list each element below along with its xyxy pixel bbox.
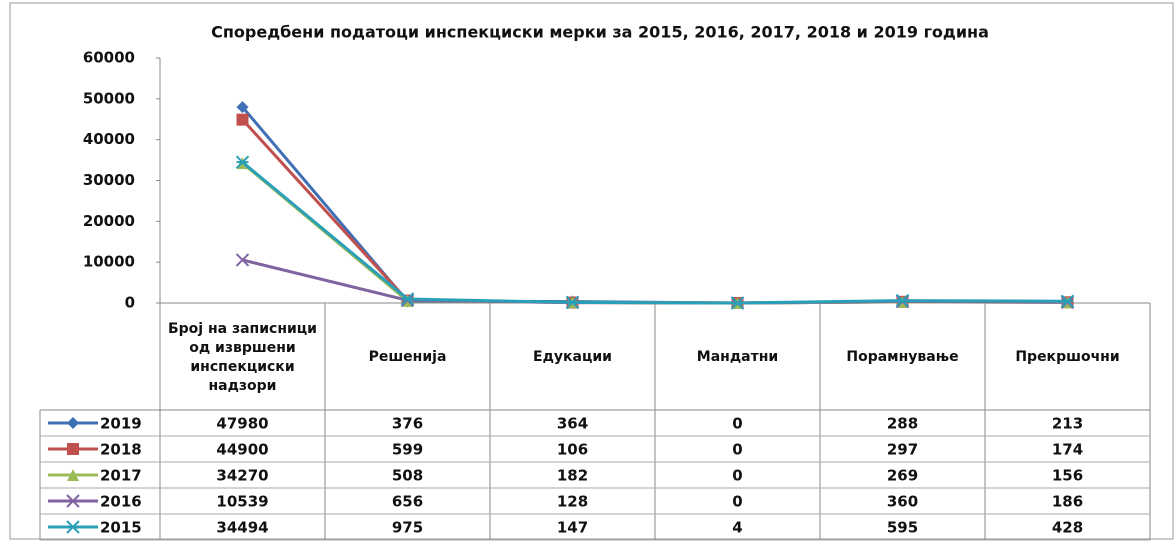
legend-label: 2018	[100, 441, 142, 459]
table-value: 0	[732, 467, 742, 485]
table-value: 47980	[216, 415, 268, 433]
table-value: 508	[392, 467, 423, 485]
y-tick-label: 50000	[83, 89, 135, 107]
table-value: 186	[1052, 493, 1083, 511]
marker	[236, 113, 249, 126]
table-value: 297	[887, 441, 918, 459]
x-tick-label: Број на записници од извршени инспекциск…	[167, 320, 317, 394]
table-value: 182	[557, 467, 588, 485]
marker	[235, 253, 250, 267]
series-line	[241, 160, 1068, 305]
marker	[67, 469, 79, 481]
table-value: 128	[557, 493, 588, 511]
table-value: 360	[887, 493, 918, 511]
table-value: 10539	[216, 493, 268, 511]
legend-label: 2017	[100, 467, 142, 485]
marker	[565, 295, 580, 310]
x-tick-label: Порамнување	[846, 349, 959, 365]
table-value: 0	[732, 415, 742, 433]
table-value: 364	[557, 415, 588, 433]
table-value: 0	[732, 441, 742, 459]
table-value: 595	[887, 519, 918, 537]
table-value: 44900	[216, 441, 268, 459]
table-value: 213	[1052, 415, 1083, 433]
legend-label: 2019	[100, 415, 142, 433]
chart-title: Споредбени податоци инспекциски мерки за…	[211, 23, 989, 42]
marker	[67, 443, 79, 455]
x-tick-label: Едукации	[533, 349, 612, 365]
x-tick-label: Мандатни	[696, 349, 779, 365]
table-value: 376	[392, 415, 423, 433]
table-value: 269	[887, 467, 918, 485]
marker	[66, 494, 80, 508]
table-value: 599	[392, 441, 423, 459]
marker	[66, 520, 80, 534]
table-value: 34494	[216, 519, 268, 537]
y-tick-label: 60000	[83, 49, 135, 67]
table-value: 106	[557, 441, 588, 459]
table-value: 156	[1052, 467, 1083, 485]
marker	[235, 155, 250, 169]
table-value: 656	[392, 493, 423, 511]
legend-label: 2015	[100, 519, 142, 537]
marker	[1060, 294, 1075, 308]
table-value: 288	[887, 415, 918, 433]
marker	[67, 417, 79, 429]
y-tick-label: 20000	[83, 212, 135, 230]
table-value: 428	[1052, 519, 1083, 537]
table-value: 147	[557, 519, 588, 537]
table-value: 174	[1052, 441, 1083, 459]
table-value: 34270	[216, 467, 268, 485]
marker	[236, 101, 249, 114]
x-tick-label: Прекршочни	[1015, 349, 1120, 365]
table-value: 975	[392, 519, 423, 537]
y-tick-label: 30000	[83, 171, 135, 189]
marker	[400, 292, 415, 306]
marker	[730, 296, 745, 310]
y-tick-label: 40000	[83, 130, 135, 148]
legend-label: 2016	[100, 493, 142, 511]
chart-border	[9, 2, 1174, 540]
y-tick-label: 10000	[83, 253, 135, 271]
table-value: 4	[732, 519, 742, 537]
x-tick-label: Решенија	[368, 349, 447, 365]
table-value: 0	[732, 493, 742, 511]
marker	[895, 293, 910, 308]
y-tick-label: 0	[125, 294, 135, 312]
